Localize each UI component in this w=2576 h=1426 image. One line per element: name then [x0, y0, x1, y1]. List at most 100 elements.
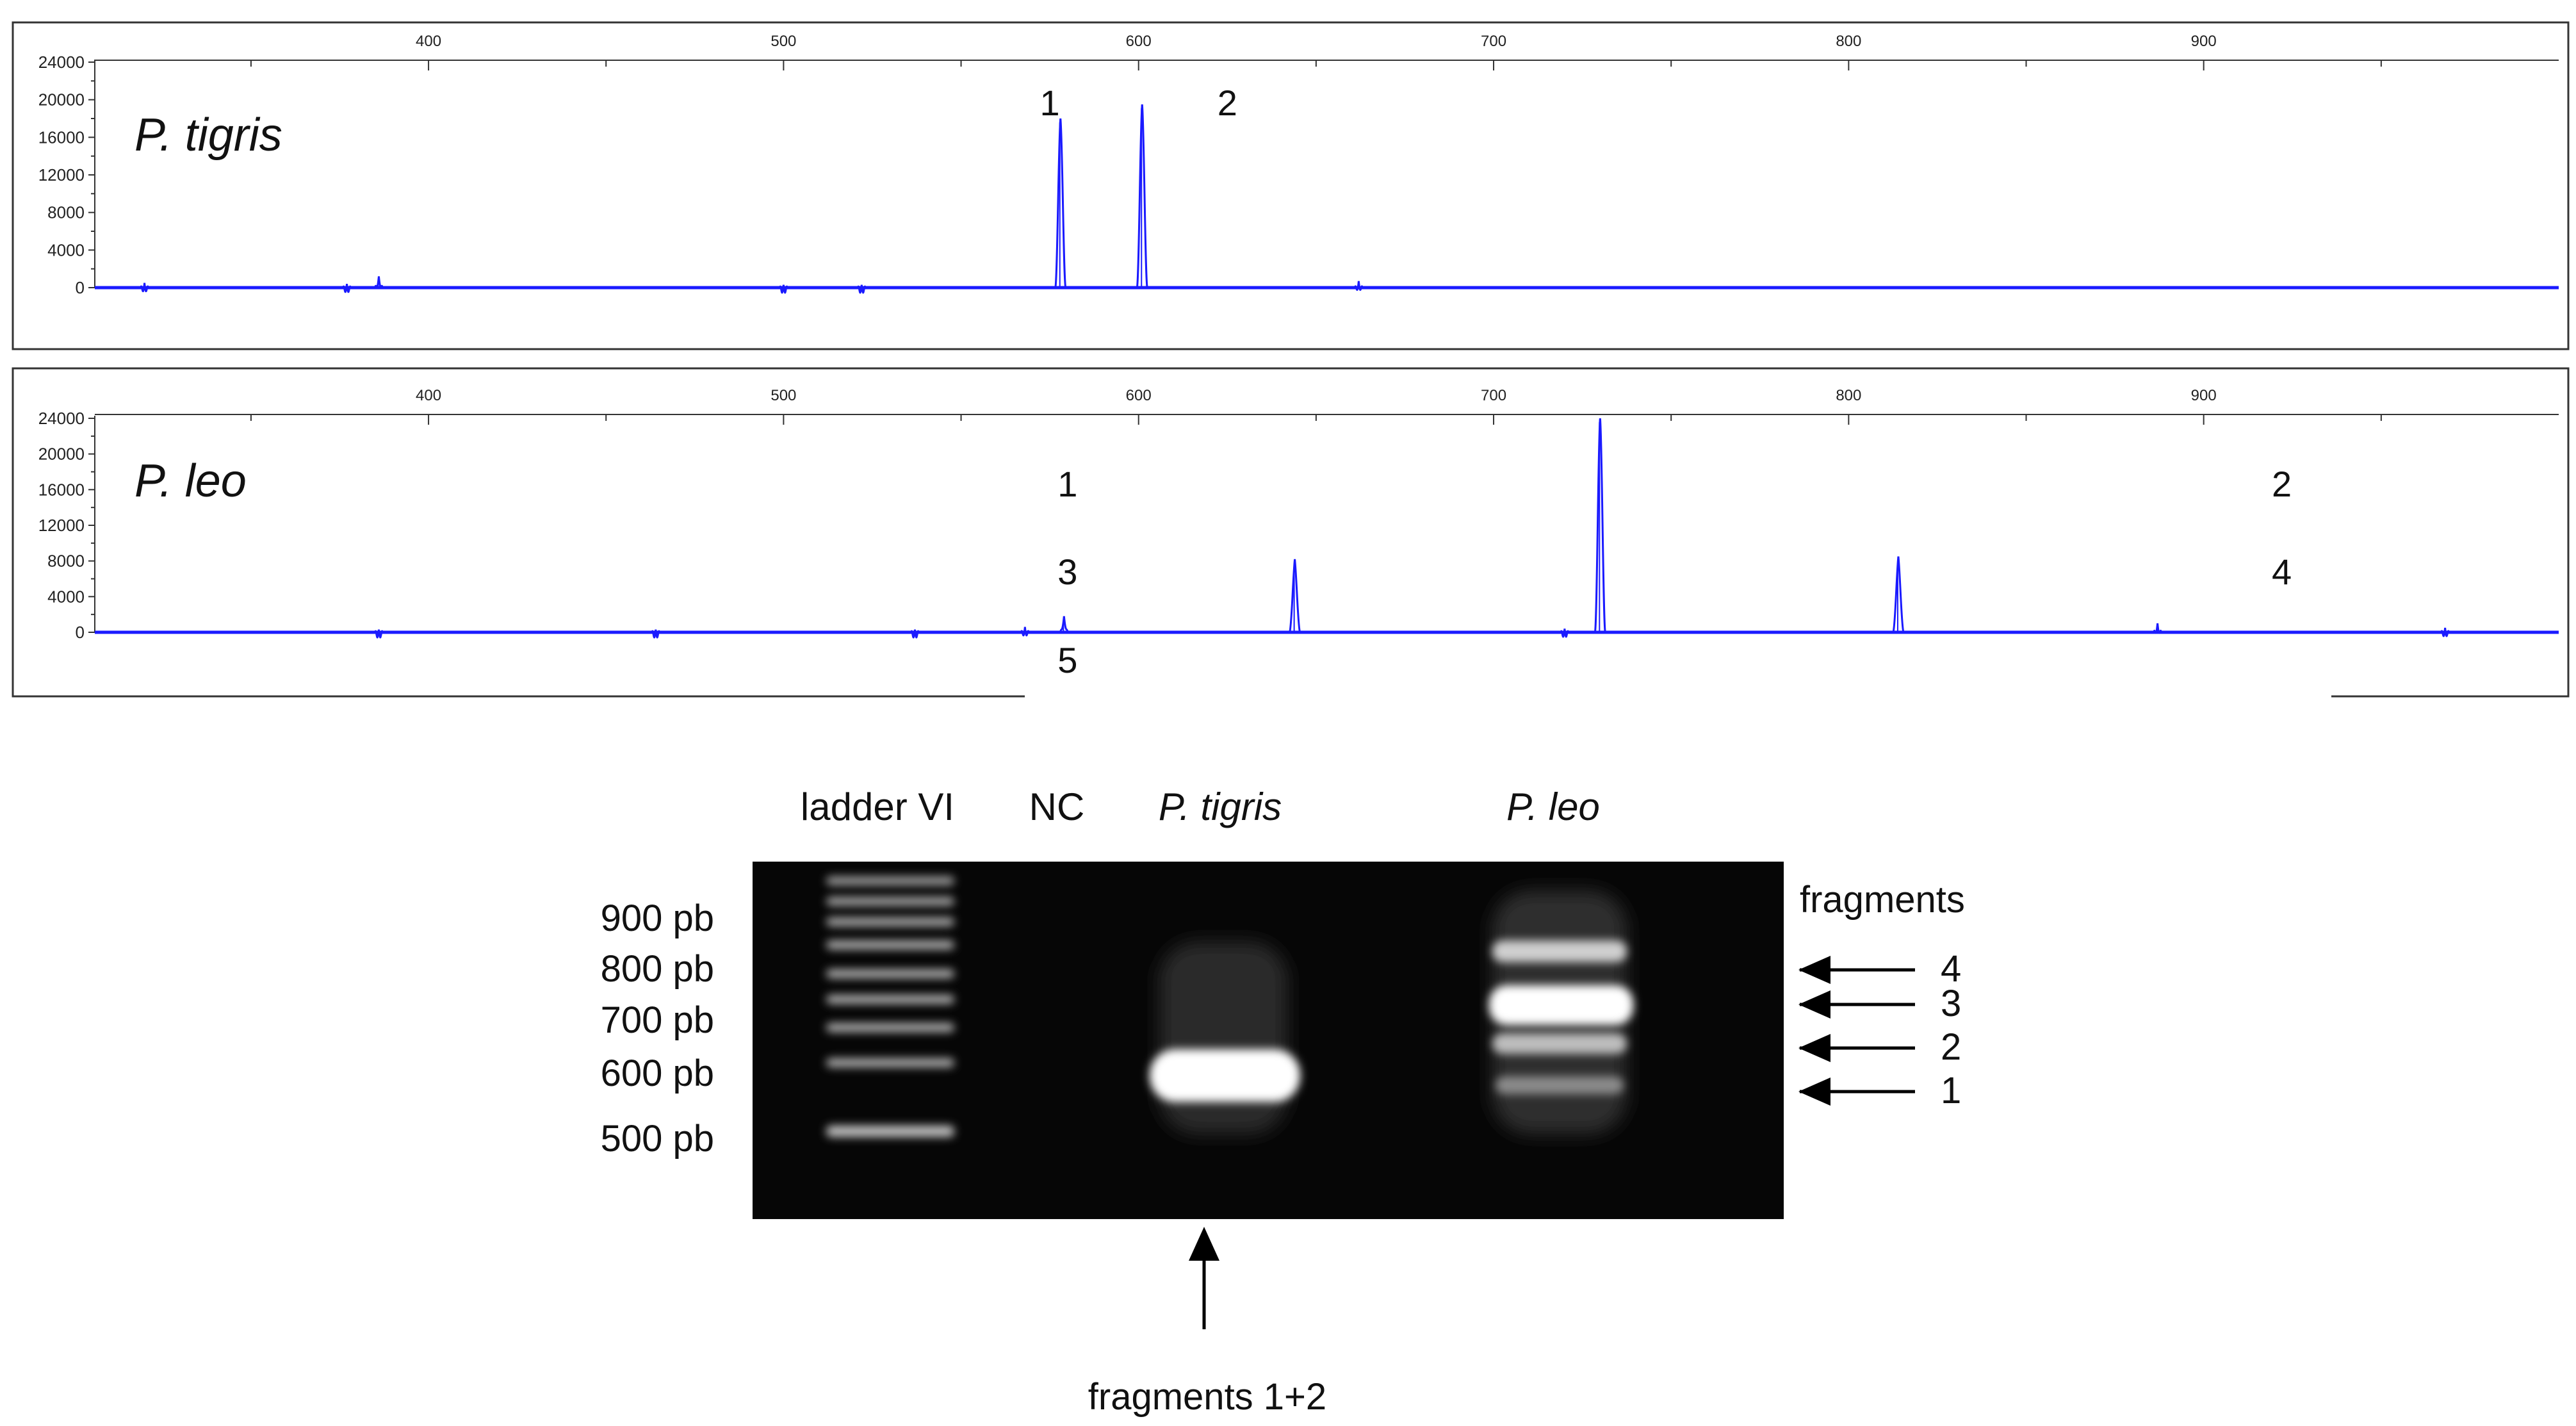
panel-top: 400 500 600 700 800 9002400020000160001200080…: [12, 21, 2570, 350]
ladder-band-900: [826, 969, 954, 978]
fragment-number-4: 4: [1941, 948, 1961, 990]
ladder-band-500: [826, 1126, 954, 1137]
trace-peak: [1289, 559, 1301, 633]
p-tigris-smear: [1159, 942, 1287, 1134]
panel-top-axes: 400 500 600 700 800 9002400020000160001200080…: [38, 33, 2559, 297]
fragments-1-2-label: fragments 1+2: [1088, 1376, 1326, 1418]
x-tick-label: 400: [416, 387, 441, 404]
peak-number-label: 2: [1218, 83, 1237, 123]
ladder-band-700: [826, 1023, 954, 1032]
ladder-band-800: [826, 995, 954, 1004]
y-tick-label: 24000: [38, 53, 85, 72]
fragment-3-arrowhead: [1798, 990, 1830, 1019]
size-marker-700: 700 pb: [601, 999, 714, 1041]
y-tick-label: 12000: [38, 165, 85, 184]
ladder-band: [826, 917, 954, 926]
p-leo-band-1: [1496, 1076, 1624, 1094]
size-marker-500: 500 pb: [601, 1118, 714, 1160]
x-tick-label: 900: [2191, 387, 2217, 404]
panel-bottom-trace: [95, 418, 2559, 639]
gel-figure: ladder VI NC P. tigris P. leo 900 pb 800…: [601, 785, 1965, 1418]
x-tick-label: 900: [2191, 33, 2217, 50]
trace-peak: [1594, 418, 1606, 633]
y-tick-label: 12000: [38, 516, 85, 535]
fragments-label: fragments: [1800, 879, 1965, 921]
fragment-number-2: 2: [1941, 1026, 1961, 1068]
trace-peak: [651, 629, 661, 639]
trace-peak: [2440, 627, 2450, 637]
p-tigris-band: [1150, 1049, 1300, 1102]
y-tick-label: 4000: [47, 587, 85, 606]
x-tick-label: 800: [1836, 387, 1861, 404]
y-tick-label: 4000: [47, 240, 85, 259]
trace-peak: [373, 276, 384, 288]
trace-peak: [2153, 623, 2163, 634]
p-leo-band-3: [1489, 985, 1633, 1025]
peak-number-label: 1: [1057, 464, 1077, 504]
trace-peak: [778, 284, 788, 294]
trace-peak: [1353, 281, 1364, 291]
ladder-lane: [826, 876, 954, 1137]
fragment-number-1: 1: [1941, 1070, 1961, 1111]
trace-peak: [1020, 627, 1030, 637]
lane-label-nc: NC: [1029, 785, 1085, 828]
peak-number-label: 4: [2272, 552, 2292, 592]
x-tick-label: 600: [1126, 33, 1152, 50]
peak-number-label: 3: [1057, 552, 1077, 592]
peak-number-label: 1: [1040, 83, 1060, 123]
panel-bottom: 400 500 600 700 800 9002400020000160001200080…: [12, 367, 2570, 705]
trace-peak: [373, 629, 384, 639]
p-leo-band-4: [1492, 940, 1627, 962]
panel-bottom-axes: 400 500 600 700 800 9002400020000160001200080…: [38, 387, 2559, 642]
x-tick-label: 500: [770, 33, 796, 50]
y-tick-label: 0: [76, 623, 85, 642]
x-tick-label: 700: [1481, 33, 1506, 50]
fragment-number-3: 3: [1941, 983, 1961, 1024]
peak-number-label: 2: [2272, 464, 2292, 504]
panel-bottom-peak-numbers: 1 2 3 4 5: [1057, 464, 2292, 680]
trace-peak: [1560, 628, 1570, 638]
trace-peak: [1892, 556, 1905, 633]
lane-label-ladder: ladder VI: [801, 785, 954, 828]
ladder-band: [826, 897, 954, 906]
trace-peak: [856, 284, 867, 294]
size-marker-800: 800 pb: [601, 948, 714, 990]
y-tick-label: 16000: [38, 127, 85, 147]
panel-top-trace: [95, 104, 2559, 294]
y-tick-label: 8000: [47, 203, 85, 222]
size-marker-600: 600 pb: [601, 1053, 714, 1094]
x-tick-label: 800: [1836, 33, 1861, 50]
lane-label-p-tigris: P. tigris: [1159, 785, 1282, 828]
p-tigris-up-arrowhead: [1189, 1227, 1219, 1261]
fragment-1-arrowhead: [1798, 1078, 1830, 1106]
y-tick-label: 8000: [47, 552, 85, 571]
y-tick-label: 24000: [38, 409, 85, 428]
y-tick-label: 20000: [38, 445, 85, 464]
x-tick-label: 600: [1126, 387, 1152, 404]
fragment-2-arrowhead: [1798, 1034, 1830, 1062]
trace-peak: [1059, 616, 1069, 633]
panel-bottom-tab: [1025, 692, 2331, 705]
p-tigris-lane: [1150, 942, 1300, 1134]
ladder-band: [826, 876, 954, 885]
y-tick-label: 16000: [38, 480, 85, 499]
trace-peak: [1136, 104, 1148, 288]
lane-label-p-leo: P. leo: [1506, 785, 1600, 828]
trace-peak: [910, 629, 920, 639]
ladder-band-600: [826, 1058, 954, 1067]
p-leo-lane: [1489, 890, 1633, 1134]
x-tick-label: 500: [770, 387, 796, 404]
p-leo-band-2: [1492, 1033, 1627, 1054]
panel-top-species-label: P. tigris: [135, 110, 282, 161]
peak-number-label: 5: [1057, 640, 1077, 680]
x-tick-label: 700: [1481, 387, 1506, 404]
ladder-band: [826, 940, 954, 949]
x-tick-label: 400: [416, 33, 441, 50]
fragment-4-arrowhead: [1798, 956, 1830, 984]
panel-bottom-species-label: P. leo: [135, 455, 247, 507]
trace-peak: [342, 283, 352, 293]
panel-top-frame: [12, 21, 2570, 350]
size-marker-900: 900 pb: [601, 897, 714, 939]
